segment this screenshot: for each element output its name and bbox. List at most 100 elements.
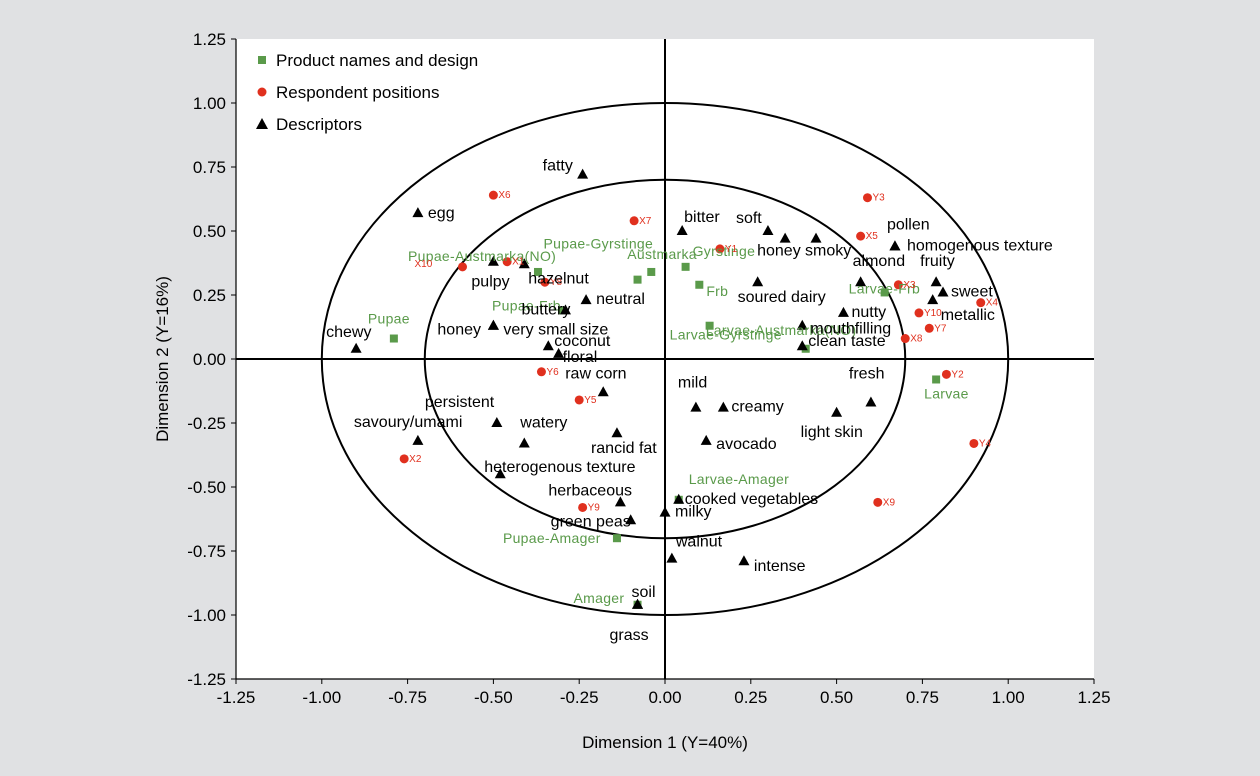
y-axis-label: Dimension 2 (Y=16%) <box>153 276 172 442</box>
descriptor-label: walnut <box>675 534 723 551</box>
correlation-circle <box>320 102 1010 616</box>
product-label: Frb <box>706 283 728 299</box>
descriptor-label: avocado <box>716 436 777 453</box>
y-tick-label: -1.25 <box>187 670 226 689</box>
product-marker <box>705 321 714 330</box>
respondent-marker <box>502 257 512 267</box>
descriptor-label: pulpy <box>471 274 509 291</box>
respondent-label: X9 <box>883 497 896 508</box>
product-label: Austmarka <box>627 246 697 262</box>
respondent-label: Y9 <box>588 502 601 513</box>
descriptor-label: rancid fat <box>591 440 657 457</box>
x-tick-label: -0.50 <box>474 688 513 707</box>
descriptor-label: savoury/umami <box>354 414 462 431</box>
descriptor-label: very small size <box>503 322 608 339</box>
product-marker <box>389 334 398 343</box>
descriptor-marker <box>553 347 565 358</box>
descriptor-label: green peas <box>551 513 631 530</box>
descriptor-label: neutral <box>596 291 645 308</box>
respondent-marker <box>399 454 409 464</box>
descriptor-marker <box>412 434 424 445</box>
y-tick-label: -0.50 <box>187 478 226 497</box>
product-label: Larvae-Frb <box>849 280 920 296</box>
respondent-marker <box>488 190 498 200</box>
descriptor-label: metallic <box>941 307 995 324</box>
x-tick-label: 1.00 <box>992 688 1025 707</box>
descriptor-label: soil <box>632 584 656 601</box>
descriptor-label: raw corn <box>565 365 626 382</box>
descriptor-label: fatty <box>543 158 573 175</box>
x-tick-label: 0.25 <box>734 688 767 707</box>
legend-circle-marker <box>257 87 267 97</box>
descriptor-label: almond <box>853 253 905 270</box>
descriptor-label: homogenous texture <box>907 237 1053 254</box>
descriptor-label: light skin <box>801 424 863 441</box>
respondent-marker <box>629 216 639 226</box>
descriptor-label: floral <box>563 349 598 366</box>
y-tick-label: -0.75 <box>187 542 226 561</box>
respondent-label: X8 <box>910 334 923 345</box>
descriptor-marker <box>927 294 939 305</box>
x-tick-label: 1.25 <box>1077 688 1110 707</box>
respondent-label: Y4 <box>979 438 992 449</box>
descriptor-marker <box>494 468 506 479</box>
respondent-marker <box>914 308 924 318</box>
product-label: Pupae-Austmarka(NO) <box>408 248 556 264</box>
descriptor-label: coconut <box>554 333 611 350</box>
descriptor-label: grass <box>610 627 649 644</box>
y-tick-label: 0.25 <box>193 286 226 305</box>
product-marker <box>558 306 567 315</box>
product-marker <box>534 267 543 276</box>
respondent-marker <box>574 395 584 405</box>
descriptor-label: honey <box>757 243 801 260</box>
descriptor-marker <box>577 168 589 179</box>
respondent-label: X5 <box>866 231 879 242</box>
descriptor-marker <box>659 506 671 517</box>
product-marker <box>633 275 642 284</box>
descriptor-marker <box>559 304 571 315</box>
correlation-circle <box>423 178 907 540</box>
respondent-label: Y7 <box>934 323 947 334</box>
respondent-marker <box>536 367 546 377</box>
descriptor-label: cooked vegetables <box>685 491 818 508</box>
descriptor-marker <box>614 496 626 507</box>
respondent-marker <box>540 277 550 287</box>
x-tick-label: -1.00 <box>302 688 341 707</box>
descriptor-label: soured dairy <box>738 289 826 306</box>
respondent-marker <box>856 231 866 241</box>
descriptor-marker <box>673 493 685 504</box>
descriptor-marker <box>930 276 942 287</box>
descriptor-marker <box>487 255 499 266</box>
product-marker <box>681 262 690 271</box>
legend-entry-label: Product names and design <box>276 51 478 70</box>
descriptor-label: honey <box>437 322 481 339</box>
respondent-marker <box>969 438 979 448</box>
descriptor-marker <box>855 276 867 287</box>
descriptor-label: fruity <box>920 253 955 270</box>
descriptor-marker <box>518 437 530 448</box>
product-marker <box>880 288 889 297</box>
respondent-label: Y3 <box>872 193 885 204</box>
y-tick-label: 0.50 <box>193 222 226 241</box>
descriptor-label: chewy <box>326 324 371 341</box>
product-marker <box>695 280 704 289</box>
descriptor-label: hazelnut <box>528 270 589 287</box>
descriptor-label: clean taste <box>808 333 885 350</box>
legend-entry-label: Respondent positions <box>276 83 440 102</box>
respondent-label: Y8 <box>550 277 563 288</box>
respondent-label: Y5 <box>584 395 597 406</box>
y-tick-label: -0.25 <box>187 414 226 433</box>
descriptor-marker <box>889 240 901 251</box>
descriptor-marker <box>580 294 592 305</box>
descriptor-marker <box>491 417 503 427</box>
descriptor-marker <box>518 258 530 269</box>
respondent-label: X10 <box>415 259 433 270</box>
descriptor-label: mouthfilling <box>810 321 891 338</box>
descriptor-marker <box>632 598 644 609</box>
descriptor-marker <box>542 340 554 351</box>
descriptor-label: bitter <box>684 209 720 226</box>
product-label: Larvae-Amager <box>689 471 789 487</box>
descriptor-marker <box>779 232 791 243</box>
